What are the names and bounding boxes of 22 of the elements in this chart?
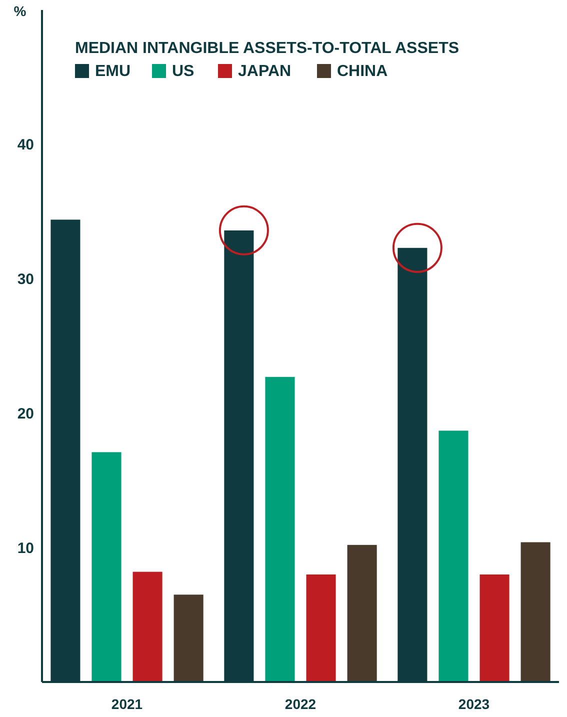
x-tick-label: 2023 bbox=[458, 696, 490, 712]
bar bbox=[438, 430, 468, 682]
bar bbox=[265, 376, 295, 682]
y-tick-label: 10 bbox=[17, 540, 34, 557]
legend-label: EMU bbox=[95, 63, 131, 80]
bar bbox=[480, 574, 510, 682]
y-tick-label: 30 bbox=[17, 271, 34, 288]
bar bbox=[306, 574, 336, 682]
legend-label: CHINA bbox=[337, 63, 388, 80]
bar bbox=[347, 544, 377, 682]
y-axis-title: % bbox=[14, 3, 27, 19]
legend-label: JAPAN bbox=[238, 63, 292, 80]
bar bbox=[520, 542, 550, 682]
bar bbox=[92, 452, 122, 682]
text: MEDIAN INTANGIBLE ASSETS-TO-TOTAL ASSETS bbox=[75, 40, 460, 57]
legend-label: US bbox=[172, 63, 195, 80]
x-tick-label: 2022 bbox=[284, 696, 316, 712]
x-tick-label: 2021 bbox=[111, 696, 143, 712]
bar bbox=[132, 572, 162, 682]
y-tick-label: 20 bbox=[17, 405, 34, 422]
y-tick-label: 40 bbox=[17, 136, 34, 154]
bar bbox=[174, 594, 204, 682]
